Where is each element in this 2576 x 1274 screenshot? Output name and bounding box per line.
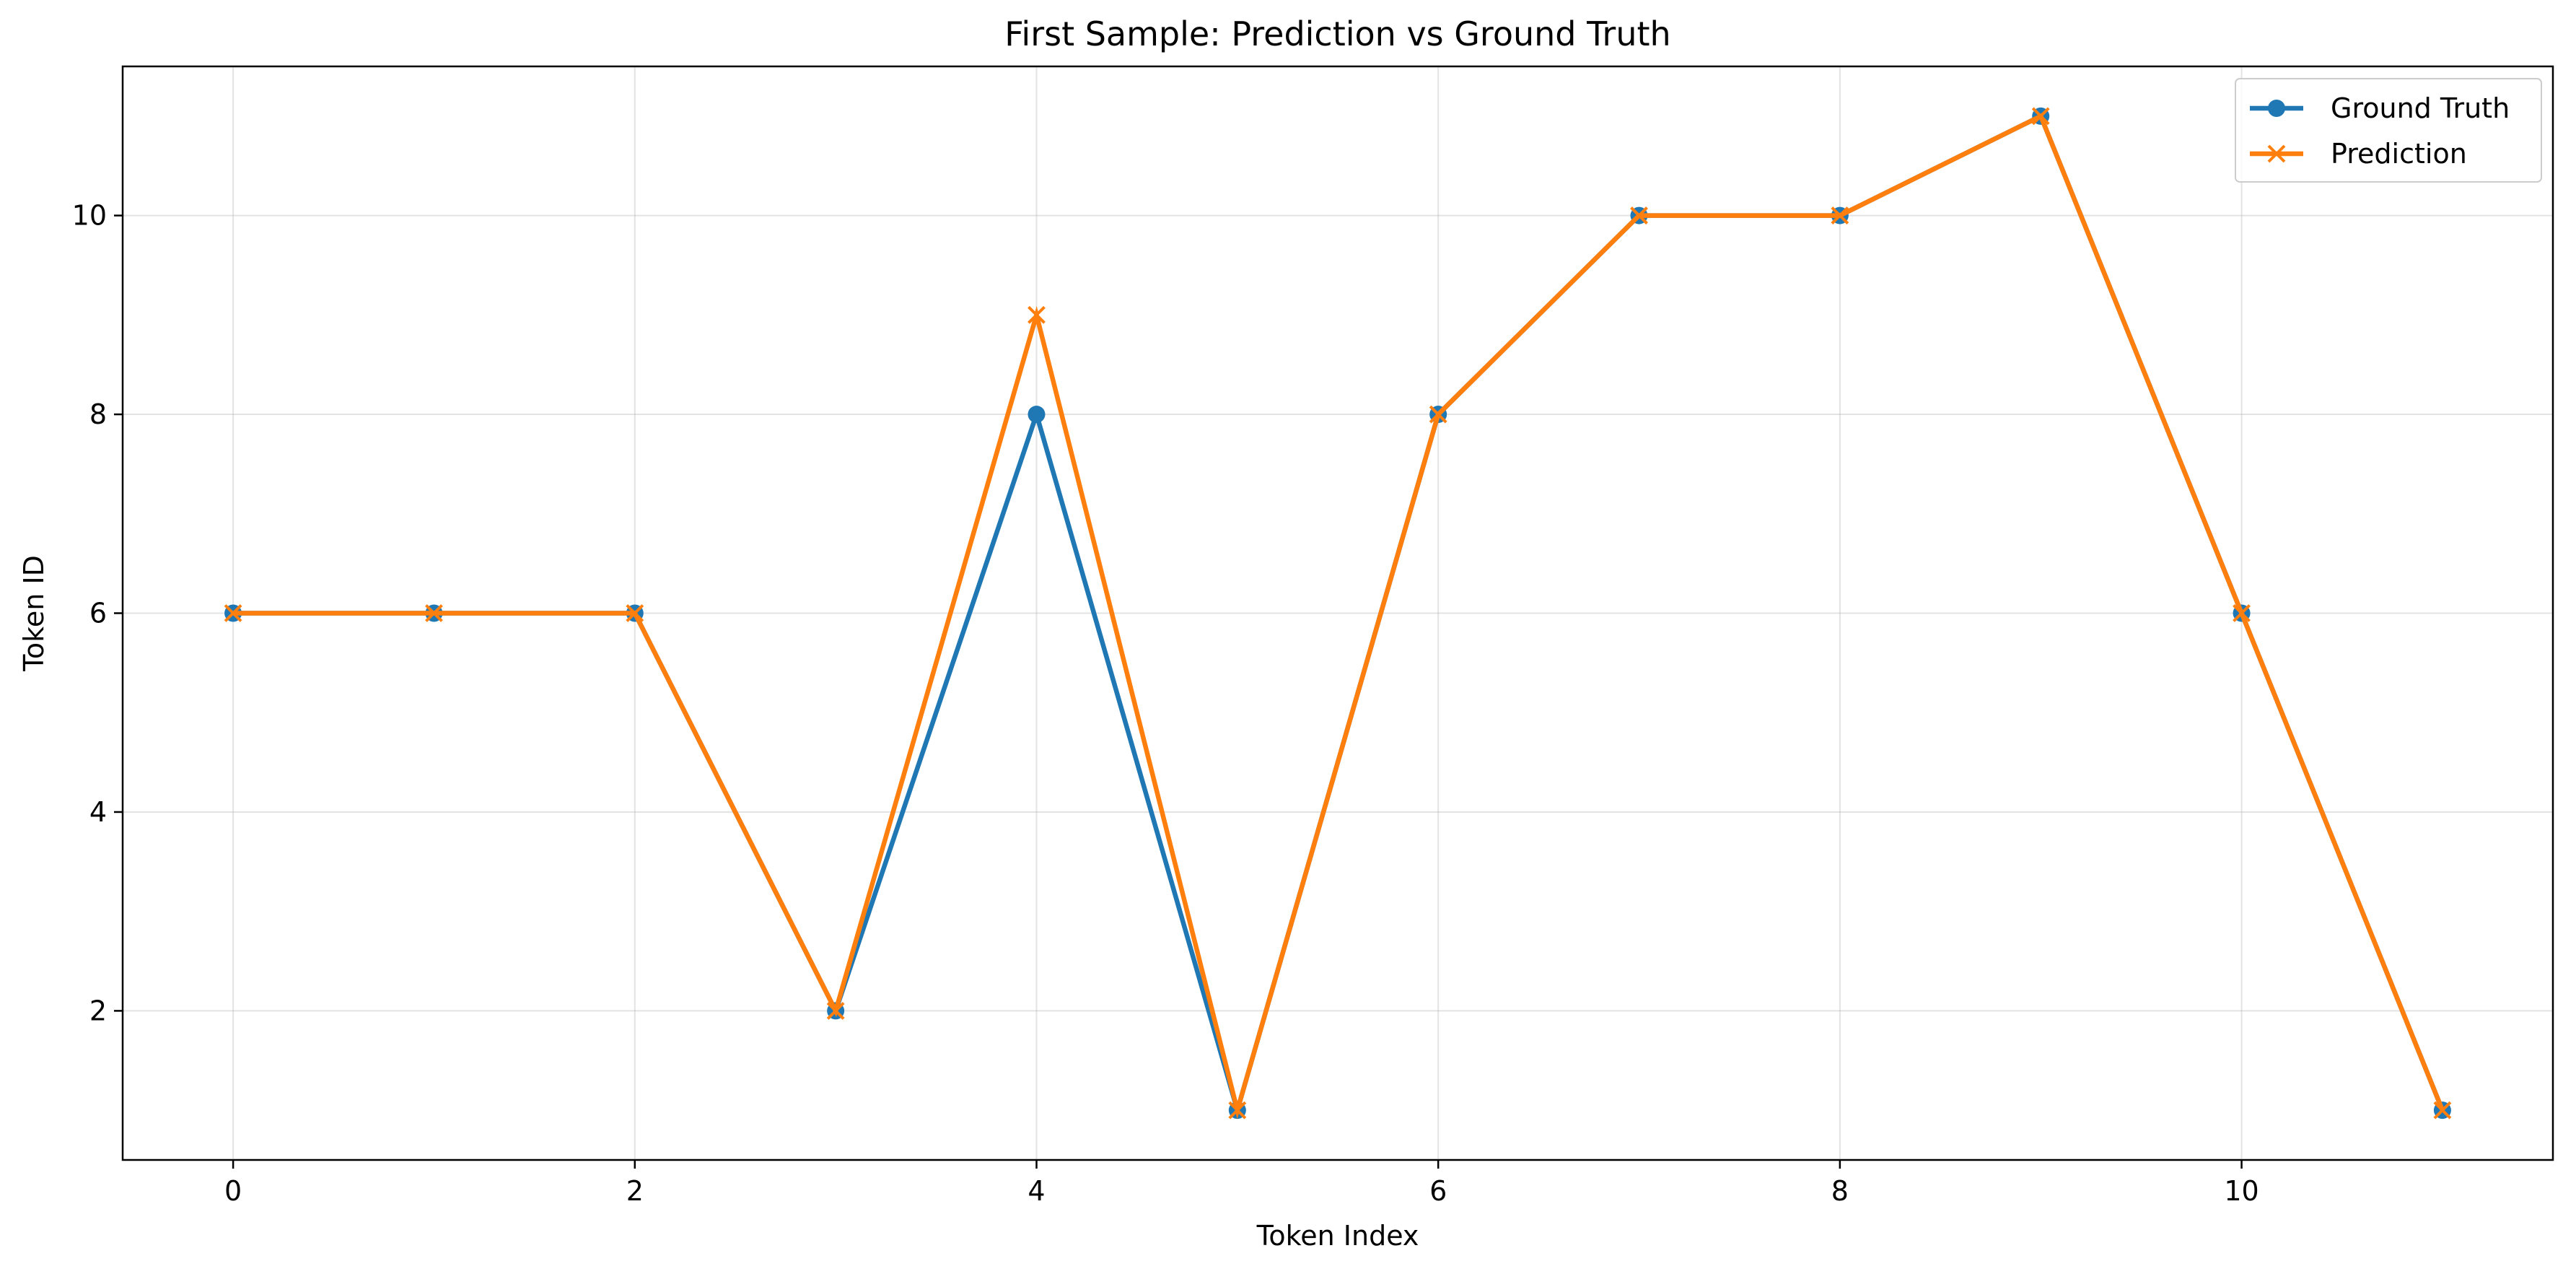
ground-truth-point bbox=[1028, 406, 1046, 424]
prediction-line bbox=[233, 113, 2445, 1120]
prediction-series bbox=[224, 107, 2452, 1120]
x-tick-label: 8 bbox=[1831, 1175, 1849, 1207]
prediction-point bbox=[626, 604, 644, 622]
axis-ticks: 0 2 4 6 8 10 2 4 6 8 10 bbox=[72, 200, 2259, 1207]
legend-marker bbox=[2268, 100, 2285, 117]
legend-label: Ground Truth bbox=[2331, 92, 2510, 124]
legend-entry-prediction: Prediction bbox=[2250, 138, 2467, 170]
x-tick-label: 10 bbox=[2224, 1175, 2259, 1207]
prediction-point bbox=[1228, 1101, 1247, 1120]
legend-marker bbox=[2267, 144, 2286, 163]
y-tick-label: 4 bbox=[89, 796, 107, 828]
prediction-point bbox=[826, 1001, 845, 1020]
legend-box bbox=[2235, 78, 2542, 183]
x-tick-label: 0 bbox=[224, 1175, 242, 1207]
series-layer bbox=[224, 107, 2452, 1120]
prediction-point bbox=[425, 604, 443, 622]
x-tick-label: 6 bbox=[1429, 1175, 1447, 1207]
x-tick-label: 4 bbox=[1028, 1175, 1045, 1207]
y-tick-label: 2 bbox=[89, 995, 107, 1026]
y-tick-label: 6 bbox=[89, 598, 107, 629]
legend: Ground Truth Prediction bbox=[2235, 78, 2542, 183]
prediction-point bbox=[1429, 405, 1447, 424]
prediction-point bbox=[2233, 604, 2251, 622]
legend-label: Prediction bbox=[2331, 138, 2467, 170]
y-tick-label: 8 bbox=[89, 398, 107, 430]
prediction-point bbox=[1028, 305, 1046, 324]
prediction-point bbox=[1831, 206, 1849, 225]
legend-entry-ground-truth: Ground Truth bbox=[2250, 92, 2510, 124]
x-tick-label: 2 bbox=[626, 1175, 644, 1207]
prediction-point bbox=[2433, 1101, 2452, 1120]
y-axis-label: Token ID bbox=[18, 555, 50, 672]
prediction-point bbox=[1630, 206, 1648, 225]
prediction-point bbox=[224, 604, 242, 622]
y-tick-label: 10 bbox=[72, 200, 107, 232]
chart-title: First Sample: Prediction vs Ground Truth bbox=[1004, 14, 1670, 53]
prediction-point bbox=[2031, 107, 2050, 126]
x-axis-label: Token Index bbox=[1256, 1220, 1419, 1252]
